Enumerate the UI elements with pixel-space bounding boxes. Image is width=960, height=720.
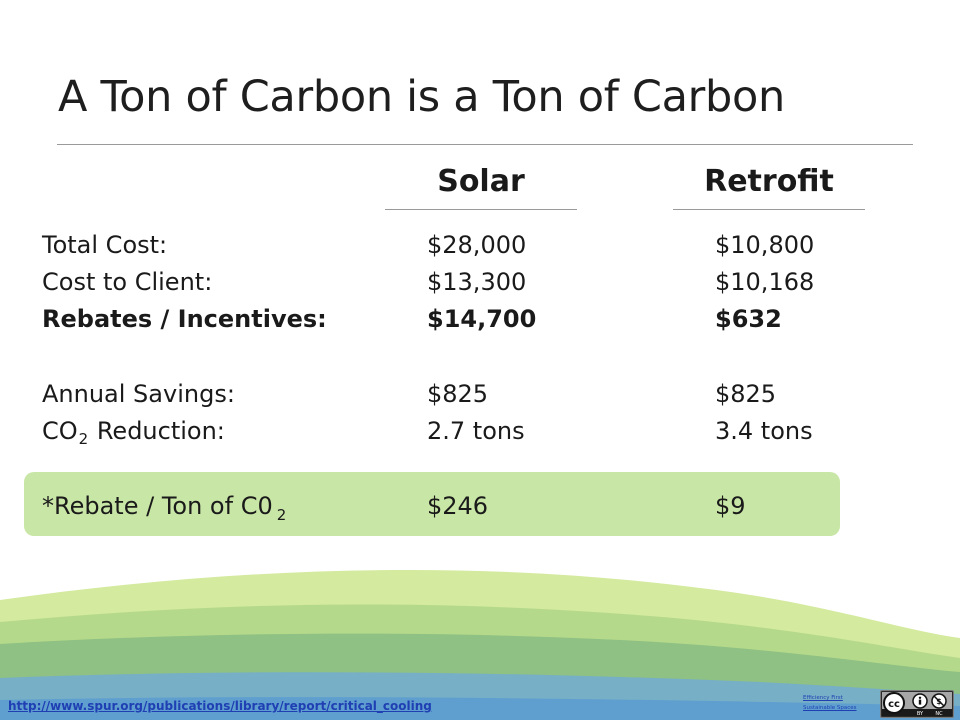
rebate-per-ton-solar: $246 (427, 492, 489, 520)
co2-suffix: Reduction: (89, 417, 225, 445)
rebate-per-ton-highlight (24, 472, 840, 536)
title-divider (57, 144, 913, 145)
rebate-per-ton-label: *Rebate / Ton of C0 2 (42, 494, 286, 523)
co2-subscript: 2 (78, 430, 89, 448)
annual-savings-retrofit: $825 (715, 380, 777, 408)
svg-text:cc: cc (888, 699, 900, 710)
efficiency-first-link[interactable]: Efficiency First (803, 695, 843, 701)
retrofit-column-header: Retrofit (704, 164, 834, 199)
solar-header-rule (385, 209, 577, 210)
total-cost-retrofit: $10,800 (715, 231, 815, 259)
spur-report-link[interactable]: http://www.spur.org/publications/library… (8, 699, 432, 713)
rebate-per-ton-retrofit: $9 (715, 492, 746, 520)
sustainable-spaces-link[interactable]: Sustainable Spaces (803, 705, 857, 711)
annual-savings-label: Annual Savings: (42, 380, 235, 408)
co2-prefix: CO (42, 417, 78, 445)
rebates-label: Rebates / Incentives: (42, 305, 327, 333)
cost-to-client-label: Cost to Client: (42, 268, 213, 296)
co2-reduction-retrofit: 3.4 tons (715, 417, 813, 445)
total-cost-solar: $28,000 (427, 231, 527, 259)
cc-license-badge[interactable]: cc $ BY NC (880, 690, 954, 718)
retrofit-header-rule (673, 209, 865, 210)
svg-text:BY: BY (917, 711, 924, 717)
svg-text:NC: NC (935, 711, 943, 717)
cost-to-client-retrofit: $10,168 (715, 268, 815, 296)
annual-savings-solar: $825 (427, 380, 489, 408)
solar-column-header: Solar (437, 164, 525, 199)
total-cost-label: Total Cost: (42, 231, 168, 259)
cost-to-client-solar: $13,300 (427, 268, 527, 296)
footer-wave-background (0, 569, 960, 720)
rebate-per-ton-subscript: 2 (276, 506, 287, 524)
cc-by-nc-icon: cc $ BY NC (882, 692, 952, 717)
co2-reduction-solar: 2.7 tons (427, 417, 525, 445)
rebates-solar: $14,700 (427, 305, 537, 333)
co2-reduction-label: CO2 Reduction: (42, 419, 225, 447)
slide-title: A Ton of Carbon is a Ton of Carbon (58, 72, 786, 122)
rebates-retrofit: $632 (715, 305, 782, 333)
rebate-per-ton-prefix: *Rebate / Ton of C0 (42, 492, 273, 520)
